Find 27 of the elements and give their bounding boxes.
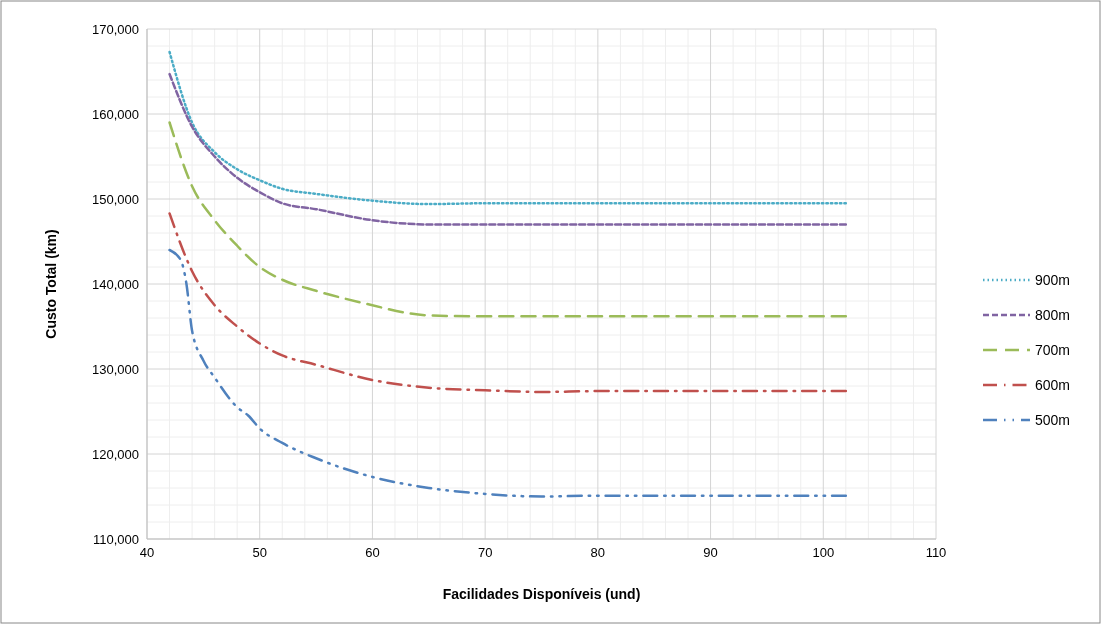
line-series bbox=[168, 50, 848, 206]
x-tick-label: 80 bbox=[590, 545, 606, 560]
y-tick-label: 170,000 bbox=[92, 21, 139, 37]
x-tick-label: 110 bbox=[925, 545, 947, 560]
legend-label: 600m bbox=[1035, 376, 1071, 393]
x-tick-label: 100 bbox=[812, 545, 835, 560]
line-series bbox=[168, 248, 848, 498]
x-tick-label: 70 bbox=[477, 545, 493, 560]
y-tick-label: 110,000 bbox=[92, 531, 139, 547]
y-tick-label: 160,000 bbox=[92, 106, 139, 122]
x-tick-label: 90 bbox=[703, 545, 718, 560]
y-tick-label: 130,000 bbox=[92, 361, 139, 377]
y-axis-title: Custo Total (km) bbox=[43, 229, 59, 339]
line-series bbox=[168, 72, 848, 226]
x-tick-label: 50 bbox=[252, 545, 267, 560]
x-tick-label: 40 bbox=[139, 545, 155, 560]
y-tick-label: 140,000 bbox=[92, 276, 139, 292]
x-axis-title: Facilidades Disponíveis (und) bbox=[442, 586, 641, 602]
y-tick-label: 120,000 bbox=[92, 446, 139, 462]
legend-label: 900m bbox=[1035, 271, 1071, 288]
legend-label: 800m bbox=[1035, 306, 1071, 323]
legend-label: 500m bbox=[1035, 411, 1071, 428]
y-tick-label: 150,000 bbox=[92, 191, 139, 207]
legend-label: 700m bbox=[1035, 341, 1071, 358]
line-series bbox=[168, 121, 848, 318]
line-series bbox=[168, 212, 848, 394]
x-tick-label: 60 bbox=[365, 545, 380, 560]
